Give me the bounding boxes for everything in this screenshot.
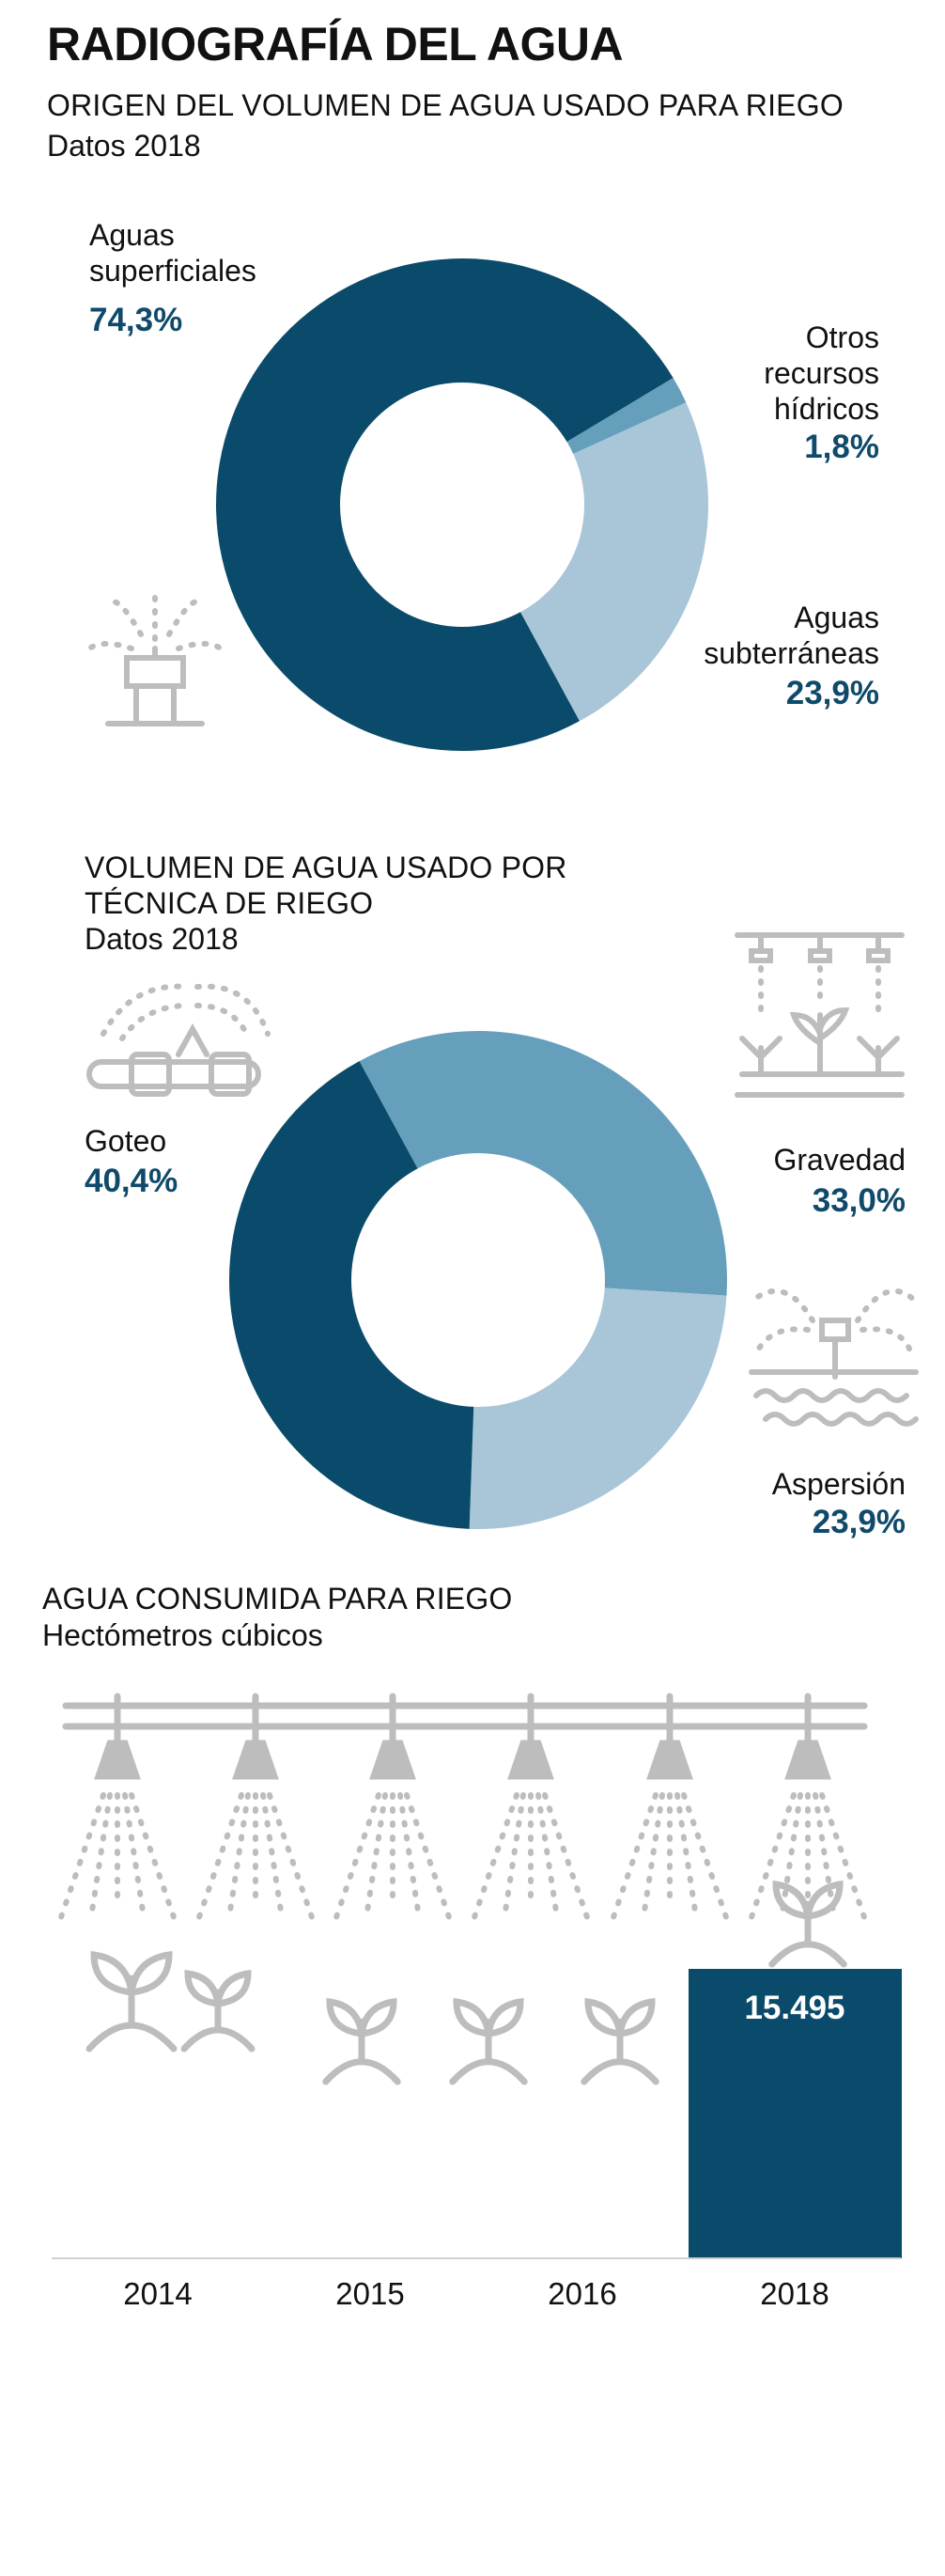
slice-value-gravedad: 33,0%	[812, 1182, 906, 1219]
plant-sprout-icon	[180, 1969, 256, 2053]
slice-label-line: Aguas	[89, 218, 175, 252]
bar-value-label: 14.948	[532, 2534, 633, 2571]
slice-value-otros: 1,8%	[804, 429, 879, 465]
slice-label-superficiales: Aguas superficiales	[89, 217, 256, 289]
drip-pipe-icon	[86, 983, 271, 1097]
slice-label-line: hídricos	[773, 392, 879, 426]
sprinkler-line	[62, 1702, 868, 1730]
section1-subtitle: Datos 2018	[47, 129, 201, 163]
bar-chart-consumption	[52, 1969, 902, 2259]
sprinkler-icon	[86, 589, 224, 726]
donut-slice	[359, 1031, 727, 1296]
slice-label-otros: Otros recursos hídricos	[764, 320, 879, 427]
section3-subtitle: Hectómetros cúbicos	[42, 1618, 323, 1652]
bar-value-label: 15.495	[744, 1990, 845, 2026]
x-tick-label: 2015	[335, 2276, 405, 2311]
sprinkler-head-icon	[196, 1693, 315, 1920]
slice-label-gravedad: Gravedad	[773, 1143, 906, 1177]
x-tick-label: 2018	[760, 2276, 829, 2311]
donut-chart-origin	[216, 258, 708, 752]
section2-title-line1: VOLUMEN DE AGUA USADO POR	[85, 851, 567, 884]
sprinkler-head-icon	[749, 1693, 867, 1920]
plant-sprout-icon	[322, 1997, 401, 2085]
sprinkler-head-icon	[611, 1693, 729, 1920]
plant-sprout-icon	[768, 1880, 847, 1968]
chart-canvas	[52, 258, 919, 2259]
donut-chart-technique	[229, 1031, 727, 1529]
section2-title-line2: TÉCNICA DE RIEGO	[85, 886, 374, 920]
sprinkler-head-icon	[58, 1693, 177, 1920]
slice-label-line: Aguas	[794, 601, 879, 634]
donut-slice	[216, 258, 674, 752]
bar-value-label: 15.129	[107, 2353, 209, 2391]
donut-slice	[566, 378, 687, 455]
section3-title: AGUA CONSUMIDA PARA RIEGO	[42, 1582, 513, 1616]
x-tick-label: 2016	[548, 2276, 617, 2311]
sprinkler-field-icon	[749, 1288, 919, 1427]
sprinkler-head-icon	[472, 1693, 590, 1920]
donut-slice	[229, 1061, 474, 1529]
x-tick-label: 2014	[123, 2276, 193, 2311]
plant-sprout-icon	[449, 1997, 528, 2085]
slice-value-goteo: 40,4%	[85, 1163, 178, 1199]
sprinkler-heads	[58, 1693, 867, 1920]
slice-label-line: Otros	[805, 320, 879, 354]
bar-value-label: 14.944	[319, 2538, 421, 2576]
slice-label-line: subterráneas	[704, 636, 879, 670]
gravity-irrigation-icon	[735, 932, 905, 1098]
slice-label-goteo: Goteo	[85, 1124, 167, 1158]
donut-slice	[519, 402, 708, 722]
slice-label-line: superficiales	[89, 254, 256, 288]
slice-value-superficiales: 74,3%	[89, 302, 183, 338]
slice-value-aspersion: 23,9%	[812, 1504, 906, 1540]
slice-label-line: recursos	[764, 356, 879, 390]
slice-label-subterraneas: Aguas subterráneas	[704, 600, 879, 671]
plant-sprout-icon	[85, 1950, 178, 2053]
page-title: RADIOGRAFÍA DEL AGUA	[47, 18, 624, 70]
section1-title: ORIGEN DEL VOLUMEN DE AGUA USADO PARA RI…	[47, 88, 844, 122]
bar	[689, 1969, 902, 2258]
slice-value-subterraneas: 23,9%	[785, 675, 879, 711]
sprinkler-head-icon	[333, 1693, 452, 1920]
plants	[85, 1880, 847, 2085]
plant-sprout-icon	[581, 1997, 659, 2085]
section2-subtitle: Datos 2018	[85, 922, 239, 956]
slice-label-aspersion: Aspersión	[771, 1467, 906, 1501]
donut-slice	[469, 1288, 727, 1529]
